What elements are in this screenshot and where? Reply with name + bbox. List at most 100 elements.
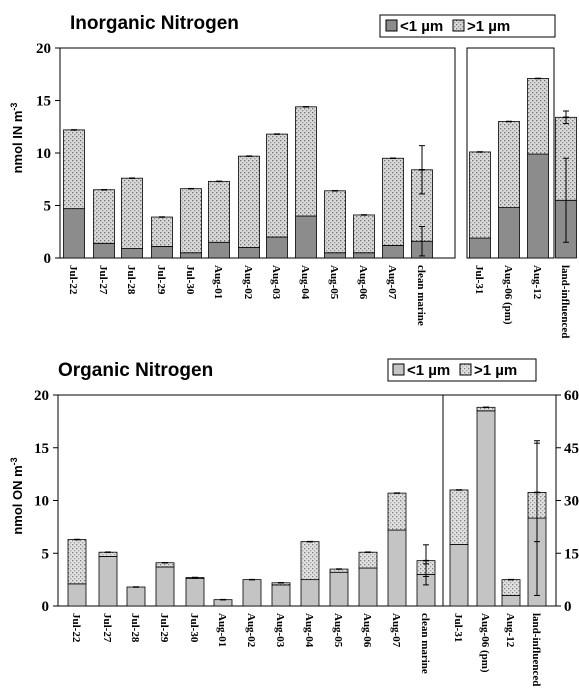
legend-label-lt1: <1 µm — [407, 362, 450, 379]
chart-title: Organic Nitrogen — [58, 360, 213, 381]
bar-stack-aug-03 — [271, 582, 291, 607]
bar-stack-land-influenced — [555, 110, 577, 259]
bar-gt1 — [208, 180, 230, 243]
bar-lt1 — [185, 578, 205, 607]
bar-lt1 — [501, 595, 521, 607]
bar-lt1 — [324, 252, 346, 259]
legend-swatch-gt1 — [459, 363, 472, 376]
bar-gt1 — [324, 190, 346, 254]
bar-stack-aug-01 — [213, 598, 233, 607]
legend: <1 µm >1 µm — [387, 358, 537, 382]
x-tick-label: Jul-30 — [188, 613, 200, 643]
bar-stack-aug-06-pm- — [498, 120, 520, 259]
x-tick-label: Aug-01 — [216, 613, 228, 647]
bar-gt1 — [469, 151, 491, 239]
x-tick-label: Jul-31 — [452, 613, 464, 642]
bar-gt1 — [295, 106, 317, 217]
bar-lt1 — [300, 579, 320, 607]
bar-stack-jul-31 — [449, 489, 469, 607]
x-tick-label: Jul-30 — [184, 265, 196, 295]
y-tick-label: 10 — [36, 146, 51, 162]
x-tick-label: Jul-28 — [125, 265, 137, 295]
y-right-tick-label: 30 — [564, 494, 579, 510]
bar-stack-aug-06-pm- — [476, 406, 496, 607]
bar-gt1 — [353, 214, 375, 254]
bar-lt1 — [469, 237, 491, 259]
legend-swatch-lt1 — [392, 363, 405, 376]
x-tick-label: Aug-06 (pm) — [479, 613, 491, 673]
chart-title: Inorganic Nitrogen — [70, 13, 239, 34]
category-labels: Jul-22 Jul-27 Jul-28 Jul-29 Jul-30 Aug-01 Aug-… — [70, 613, 542, 686]
bar-lt1 — [155, 566, 175, 607]
bar-stack-aug-02 — [242, 578, 262, 607]
x-tick-label: Aug-06 — [357, 265, 369, 300]
bar-lt1 — [126, 586, 146, 607]
bar-lt1 — [358, 567, 378, 607]
x-tick-label: Aug-02 — [245, 613, 257, 648]
bar-lt1 — [213, 599, 233, 607]
bar-lt1 — [208, 241, 230, 259]
x-tick-label: Aug-07 — [390, 613, 402, 648]
bar-lt1 — [353, 252, 375, 259]
x-tick-label: Jul-28 — [129, 613, 141, 643]
bar-lt1 — [527, 153, 549, 259]
bar-lt1 — [242, 579, 262, 607]
legend: <1 µm >1 µm — [379, 14, 556, 38]
bar-stack-aug-02 — [238, 155, 260, 259]
y-axis-label: nmol ON m-3 — [9, 457, 25, 534]
x-tick-label: clean marine — [415, 265, 427, 326]
bar-lt1 — [449, 544, 469, 607]
bar-stack-jul-30 — [180, 187, 202, 259]
bar-stack-aug-07 — [387, 492, 407, 607]
inorganic-nitrogen-chart: Inorganic Nitrogen <1 µm >1 µm nmol IN m… — [9, 13, 577, 338]
bar-lt1 — [387, 529, 407, 607]
legend-swatch-gt1 — [452, 19, 465, 32]
bar-lt1 — [382, 244, 404, 259]
bar-gt1 — [358, 551, 378, 569]
y-axis-label-text: nmol IN m — [10, 111, 25, 174]
bar-gt1 — [498, 121, 520, 208]
svg-text:nmol ON m-3: nmol ON m-3 — [9, 457, 25, 534]
y-axis-label-sup: -3 — [9, 457, 19, 465]
bar-stack-land-influenced — [527, 440, 547, 607]
bar-lt1 — [98, 556, 118, 607]
x-tick-label: Aug-12 — [531, 265, 543, 300]
x-tick-label: Jul-29 — [155, 265, 167, 295]
x-tick-label: Jul-31 — [473, 265, 485, 294]
bar-lt1 — [271, 584, 291, 607]
error-bar-gt1 — [563, 110, 569, 125]
bar-stack-aug-04 — [300, 540, 320, 607]
y-axis-label: nmol IN m-3 — [9, 103, 25, 174]
bar-stack-jul-22 — [67, 538, 87, 607]
error-bar-gt1 — [423, 544, 429, 577]
x-tick-label: Jul-22 — [67, 265, 79, 295]
bar-stack-aug-05 — [324, 190, 346, 259]
bar-lt1 — [329, 571, 349, 607]
bar-gt1 — [63, 129, 85, 210]
bar-stack-aug-03 — [266, 133, 288, 259]
bars — [63, 77, 577, 259]
legend-label-gt1: >1 µm — [474, 362, 517, 379]
bar-stack-aug-06 — [358, 551, 378, 607]
x-tick-label: Jul-27 — [97, 265, 109, 295]
svg-text:nmol IN m-3: nmol IN m-3 — [9, 103, 25, 174]
error-bar-lt1 — [563, 157, 569, 243]
bar-lt1 — [151, 246, 173, 259]
bar-lt1 — [238, 247, 260, 259]
bar-stack-jul-28 — [121, 177, 143, 259]
bar-gt1 — [93, 189, 115, 244]
x-tick-label: Aug-06 (pm) — [502, 265, 514, 325]
x-tick-label: Aug-07 — [386, 265, 398, 300]
x-tick-label: land-influenced — [530, 613, 542, 686]
y-right-tick-label: 0 — [564, 599, 572, 615]
bar-gt1 — [382, 157, 404, 246]
bars — [67, 406, 547, 607]
category-labels: Jul-22 Jul-27 Jul-28 Jul-29 Jul-30 Aug-01 Aug-… — [67, 265, 571, 338]
bar-lt1 — [121, 248, 143, 259]
x-tick-label: Aug-05 — [332, 613, 344, 648]
x-tick-label: Aug-04 — [303, 613, 315, 648]
y-tick-label: 0 — [42, 599, 50, 615]
y-tick-label: 20 — [36, 41, 51, 57]
bar-lt1 — [476, 410, 496, 607]
